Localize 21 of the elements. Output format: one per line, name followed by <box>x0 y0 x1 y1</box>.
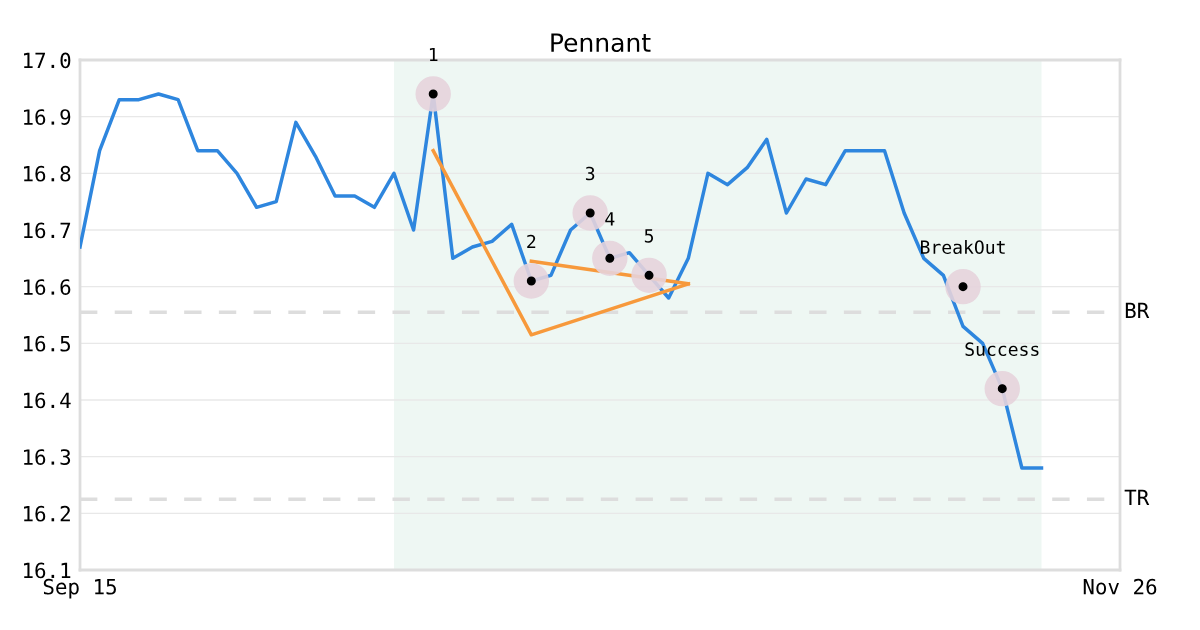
annotation: 2 <box>527 234 536 249</box>
annotation: 3 <box>585 166 595 181</box>
y-tick-label: 16.4 <box>24 392 71 409</box>
ref-line-label: TR <box>1124 489 1150 505</box>
ref-line-label: BR <box>1125 302 1150 318</box>
annotation: 4 <box>605 212 615 226</box>
y-tick-label: 16.5 <box>24 335 70 352</box>
x-tick-label: Sep 15 <box>43 578 116 599</box>
y-tick-label: 16.8 <box>24 165 71 182</box>
chart-title: Pennant <box>551 33 651 53</box>
y-tick-label: 16.3 <box>24 449 71 465</box>
annotation: 1 <box>429 47 438 62</box>
y-tick-label: 16.1 <box>24 562 71 579</box>
y-tick-label: 16.6 <box>24 279 71 295</box>
annotation: 5 <box>644 229 654 243</box>
y-tick-label: 16.7 <box>24 222 71 239</box>
y-tick-label: 16.2 <box>24 505 70 522</box>
y-tick-label: 17.0 <box>24 52 71 69</box>
annotation: BreakOut <box>921 240 1005 254</box>
y-tick-label: 16.9 <box>24 109 71 125</box>
x-tick-label: Nov 26 <box>1083 578 1157 595</box>
